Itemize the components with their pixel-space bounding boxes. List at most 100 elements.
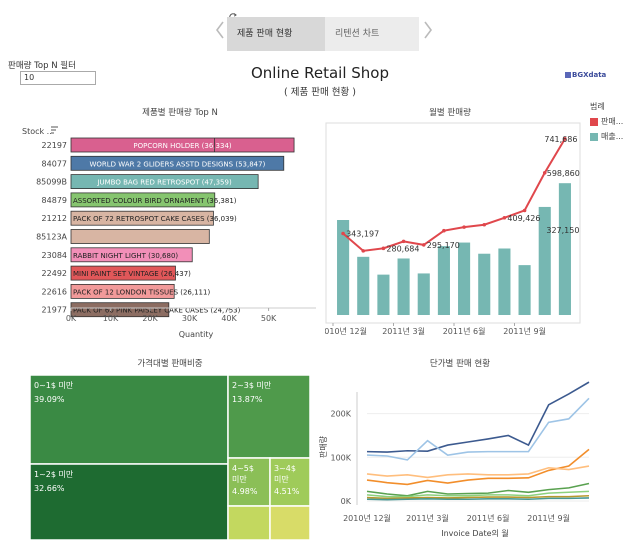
series-line[interactable]	[366, 497, 590, 501]
sort-icon[interactable]	[51, 126, 58, 134]
series-line[interactable]	[366, 494, 590, 500]
treemap-cell[interactable]	[30, 375, 229, 465]
treemap-cell[interactable]	[227, 505, 271, 540]
series-line[interactable]	[366, 448, 590, 486]
bar[interactable]	[437, 246, 450, 315]
bar[interactable]	[70, 265, 176, 281]
treemap-label: 1~2$ 미만	[34, 470, 74, 479]
data-label: 295,170	[427, 241, 460, 250]
legend-item[interactable]: 판매...	[590, 116, 623, 127]
series-line[interactable]	[366, 490, 590, 498]
bar[interactable]	[397, 258, 410, 315]
series-line[interactable]	[366, 397, 590, 461]
line-point[interactable]	[563, 137, 567, 141]
bar-label: POPCORN HOLDER (36,334)	[133, 142, 231, 150]
monthly-chart-title: 월별 판매량	[429, 108, 471, 118]
category-label: 22492	[42, 269, 67, 278]
page-title: Online Retail Shop	[250, 64, 390, 82]
top-n-filter-input[interactable]: 10	[20, 71, 96, 85]
treemap-label: 3~4$	[274, 464, 296, 473]
bar[interactable]	[458, 242, 471, 315]
series-line[interactable]	[366, 465, 590, 479]
logo-text: BGXdata	[572, 71, 607, 79]
y-tick-label: 200K	[330, 410, 351, 419]
treemap-cell[interactable]	[269, 505, 310, 540]
line-point[interactable]	[542, 170, 547, 175]
row-header: Stock ..	[22, 127, 52, 136]
legend-item[interactable]: 매출...	[590, 131, 623, 142]
legend-swatch	[590, 132, 598, 141]
treemap-label: 미만	[274, 475, 289, 484]
data-label: 343,197	[346, 229, 379, 238]
bar[interactable]	[478, 253, 491, 315]
x-tick-label: 40K	[221, 314, 237, 323]
data-label: 280,684	[386, 244, 419, 253]
x-tick-label: 2011년 6월	[467, 513, 510, 523]
x-tick-label: 2011년 3월	[382, 326, 425, 336]
line-point[interactable]	[421, 243, 426, 247]
series-line[interactable]	[366, 482, 590, 497]
line-point[interactable]	[522, 208, 527, 213]
bar[interactable]	[498, 248, 511, 316]
data-label: 741,686	[544, 135, 577, 144]
category-label: 21977	[42, 306, 67, 315]
treemap-value: 13.87%	[232, 395, 263, 404]
bar[interactable]	[417, 273, 430, 315]
bar[interactable]	[70, 283, 175, 299]
line-point[interactable]	[361, 249, 366, 253]
data-label: 327,150	[546, 226, 579, 235]
monthly-combo-chart: 343,197 280,684 295,170 409,426 598,860 741,6…	[325, 122, 581, 336]
tab-product-sales[interactable]: 제품 판매 현황	[227, 17, 325, 51]
line-point[interactable]	[341, 231, 345, 236]
line-point[interactable]	[442, 228, 446, 233]
treemap-label: 4~5$	[232, 464, 254, 473]
category-label: 21212	[42, 214, 67, 223]
bar[interactable]	[337, 220, 350, 315]
line-point[interactable]	[502, 215, 507, 220]
x-axis-label: Quantity	[179, 330, 214, 339]
page-subtitle: ( 제품 판매 현황 )	[284, 87, 356, 98]
bar[interactable]	[70, 229, 210, 244]
legend: 범례 판매... 매출...	[590, 101, 623, 142]
x-tick-label: 2010년 12월	[325, 326, 367, 336]
bar[interactable]	[538, 206, 551, 315]
legend-title: 범례	[590, 102, 605, 111]
line-point[interactable]	[381, 246, 386, 251]
line-point[interactable]	[462, 225, 466, 229]
series-line[interactable]	[366, 381, 590, 453]
bar-label: PACK OF 72 RETROSPOT CAKE CASES (36,039)	[73, 215, 237, 223]
chevron-left-icon[interactable]	[214, 20, 228, 40]
bar[interactable]	[70, 174, 259, 189]
bar[interactable]	[357, 256, 370, 315]
treemap-cell[interactable]	[227, 375, 310, 459]
bar[interactable]	[70, 137, 295, 153]
y-tick-label: 100K	[330, 453, 351, 462]
line-point[interactable]	[482, 222, 487, 227]
treemap-value: 4.98%	[232, 487, 258, 496]
product-chart-title: 제품별 판매량 Top N	[142, 108, 218, 118]
refresh-icon[interactable]	[228, 7, 240, 21]
bar[interactable]	[70, 210, 214, 226]
chevron-right-icon[interactable]	[422, 20, 436, 40]
product-bar-chart: Stock .. 22197 POPCORN HOLDER (36,334) 840…	[22, 126, 316, 339]
treemap-label: 미만	[232, 475, 247, 484]
story-navigator: 제품 판매 현황 리텐션 차트	[214, 6, 436, 51]
bar[interactable]	[377, 274, 390, 315]
tab-retention-chart[interactable]: 리텐션 차트	[325, 17, 419, 51]
sales-line[interactable]	[342, 138, 566, 252]
bar[interactable]	[518, 265, 531, 315]
category-label: 85099B	[36, 178, 67, 187]
line-point[interactable]	[401, 239, 406, 244]
data-label: 598,860	[547, 169, 580, 178]
x-tick-label: 2011년 9월	[527, 513, 570, 523]
legend-label: 판매...	[601, 117, 624, 126]
x-tick-label: 2011년 9월	[503, 326, 546, 336]
bar[interactable]	[70, 247, 193, 263]
bar-label: ASSORTED COLOUR BIRD ORNAMENT (36,381)	[73, 197, 237, 205]
x-axis-label: Invoice Date의 월	[441, 528, 509, 538]
bar[interactable]	[558, 183, 571, 315]
bar[interactable]	[70, 155, 285, 171]
bar[interactable]	[70, 192, 216, 208]
x-tick-label: 50K	[261, 314, 277, 323]
legend-label: 매출...	[601, 132, 624, 141]
